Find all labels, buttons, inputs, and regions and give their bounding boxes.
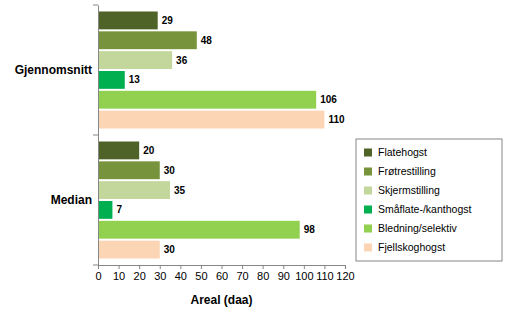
x-tick-label: 30 [154,270,166,282]
category-boundary [93,135,98,136]
chart: 29 48 36 13 106 110 20 30 35 7 98 30 0 10 20 30 40 50 60 70… [0,0,505,314]
bar [98,31,197,49]
x-tick: 50 [195,265,207,282]
x-tick: 90 [278,265,290,282]
x-tick-label: 40 [175,270,187,282]
data-label: 30 [164,244,176,255]
legend-frame [356,139,502,261]
x-tick-label: 20 [134,270,146,282]
legend-swatch [364,206,372,214]
x-tick-mark [263,265,264,269]
x-tick-label: 100 [295,270,313,282]
data-label: 30 [164,165,176,176]
x-tick: 20 [134,265,146,282]
x-axis-line [99,266,346,270]
x-tick-mark [160,265,161,269]
legend-swatch [364,225,372,233]
x-tick-mark [283,265,284,269]
category-boundary [93,5,98,6]
bar [98,51,172,69]
x-tick: 80 [257,265,269,282]
x-tick-label: 110 [316,270,334,282]
x-tick: 10 [113,265,125,282]
data-label: 13 [129,74,141,85]
bar [98,142,139,160]
bar [98,181,170,199]
x-axis: 0 10 20 30 40 50 60 70 80 90 100110120 [95,265,354,282]
x-tick-mark [304,265,305,269]
x-tick: 70 [236,265,248,282]
x-tick-mark [242,265,243,269]
y-tick: Gjennomsnitt [15,63,98,77]
legend-swatch [364,168,372,176]
data-label: 98 [304,224,316,235]
legend-label: Fjellskoghogst [378,241,445,253]
y-axis-line [98,6,99,266]
x-tick-mark [345,265,346,269]
x-tick-mark [324,265,325,269]
legend-swatch [364,149,372,157]
legend-label: Flatehogst [378,146,427,158]
x-tick-label: 10 [113,270,125,282]
x-tick-label: 50 [195,270,207,282]
data-label: 7 [116,204,122,215]
legend: Flatehogst Frøtrestilling Skjermstilling Sm… [356,139,502,261]
x-tick: 110 [316,265,334,282]
bar [98,12,158,30]
x-tick-mark [139,265,140,269]
plot: 29 48 36 13 106 110 20 30 35 7 98 30 0 10 20 30 40 50 60 70… [15,5,355,282]
x-tick-mark [98,265,99,269]
data-label: 110 [328,114,345,125]
x-tick: 120 [336,265,354,282]
x-tick-label: 60 [216,270,228,282]
x-tick-mark [180,265,181,269]
bar [98,221,300,239]
x-tick: 40 [175,265,187,282]
bar [98,241,160,259]
legend-label: Skjermstilling [378,184,440,196]
x-tick-mark [119,265,120,269]
x-tick-label: 70 [236,270,248,282]
data-label: 48 [201,35,213,46]
x-axis-title: Areal (daa) [190,293,252,307]
bars [98,12,324,259]
x-tick: 100 [295,265,313,282]
bar [98,91,316,109]
x-tick-label: 90 [278,270,290,282]
data-label: 20 [143,145,155,156]
legend-label: Bledning/selektiv [378,222,458,234]
bar [98,201,112,219]
x-tick-label: 0 [95,270,101,282]
legend-label: Frøtrestilling [378,165,436,177]
category-boundary [93,265,98,266]
y-tick: Median [51,193,98,207]
y-tick-label: Median [51,193,92,207]
data-label: 36 [176,55,188,66]
x-tick-mark [222,265,223,269]
legend-label: Småflate-/kanthogst [378,203,471,215]
x-tick: 30 [154,265,166,282]
data-labels: 29 48 36 13 106 110 20 30 35 7 98 30 [116,15,345,255]
data-label: 106 [320,94,337,105]
bar [98,71,125,89]
x-tick: 60 [216,265,228,282]
legend-swatch [364,187,372,195]
x-tick-label: 120 [336,270,354,282]
x-tick: 0 [95,265,101,282]
bar [98,111,324,129]
x-tick-mark [201,265,202,269]
y-axis: Gjennomsnitt Median [15,5,99,266]
data-label: 35 [174,185,186,196]
data-label: 29 [162,15,174,26]
x-tick-label: 80 [257,270,269,282]
bar [98,161,160,179]
y-tick-label: Gjennomsnitt [15,63,92,77]
legend-swatch [364,244,372,252]
